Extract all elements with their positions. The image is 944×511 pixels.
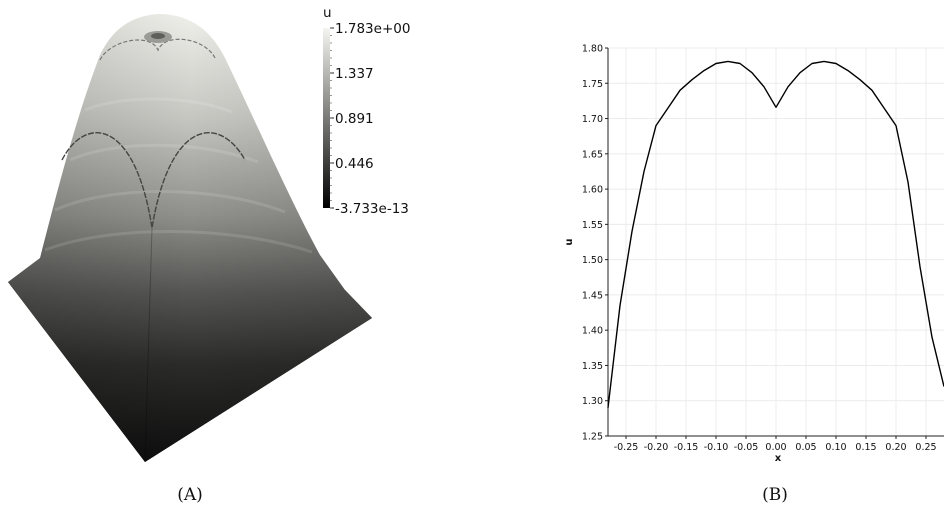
surface-contour-upper bbox=[99, 38, 216, 61]
y-axis-title: u bbox=[564, 238, 575, 245]
x-tick-label: 0.20 bbox=[885, 442, 906, 453]
series-line bbox=[607, 60, 944, 408]
x-tick-label: -0.25 bbox=[614, 442, 639, 453]
x-tick-label: 0.15 bbox=[855, 442, 876, 453]
x-tick-label: -0.15 bbox=[674, 442, 699, 453]
y-tick-label: 1.80 bbox=[582, 44, 603, 55]
y-tick-label: 1.75 bbox=[582, 79, 603, 90]
surface-top-dimple-center bbox=[151, 33, 165, 39]
series bbox=[607, 60, 944, 408]
x-tick-label: -0.05 bbox=[734, 442, 759, 453]
colorbar-tick-label: 0.446 bbox=[335, 156, 374, 172]
y-tick-label: 1.50 bbox=[582, 255, 603, 266]
colorbar-gradient bbox=[323, 28, 330, 208]
y-tick-label: 1.65 bbox=[582, 149, 603, 160]
surface-shading bbox=[8, 14, 372, 462]
panel-a: u 1.783e+00 1.337 0.891 0.446 -3.733e-13 (A) bbox=[8, 5, 410, 505]
y-tick-label: 1.45 bbox=[582, 290, 603, 301]
y-tick-label: 1.25 bbox=[582, 432, 603, 443]
y-tick-labels: 1.25 1.30 1.35 1.40 1.45 1.50 1.55 1.60 1.65 1.70… bbox=[582, 44, 608, 443]
colorbar-tick-label: 1.337 bbox=[335, 66, 374, 82]
x-tick-labels: -0.25 -0.20 -0.15 -0.10 -0.05 0.00 0.05 0.10 0.1… bbox=[614, 436, 937, 453]
x-tick-label: -0.20 bbox=[644, 442, 669, 453]
y-tick-label: 1.35 bbox=[582, 361, 603, 372]
x-tick-label: 0.10 bbox=[825, 442, 846, 453]
colorbar-tick-label: 1.783e+00 bbox=[335, 21, 410, 37]
x-tick-label: 0.00 bbox=[765, 442, 786, 453]
x-axis-title: x bbox=[775, 453, 782, 464]
caption-a: (A) bbox=[177, 485, 203, 505]
panel-b: -0.25 -0.20 -0.15 -0.10 -0.05 0.00 0.05 0.10 0.1… bbox=[564, 44, 944, 505]
x-tick-label: 0.25 bbox=[915, 442, 936, 453]
caption-b: (B) bbox=[762, 485, 788, 505]
surface-contour-lower bbox=[61, 132, 246, 229]
x-tick-label: 0.05 bbox=[795, 442, 816, 453]
colorbar-tick-label: 0.891 bbox=[335, 111, 374, 127]
colorbar-title: u bbox=[323, 5, 332, 21]
y-tick-label: 1.40 bbox=[582, 326, 603, 337]
y-tick-label: 1.55 bbox=[582, 220, 603, 231]
colorbar-ticks: 1.783e+00 1.337 0.891 0.446 -3.733e-13 bbox=[330, 21, 410, 217]
y-tick-label: 1.60 bbox=[582, 185, 603, 196]
colorbar-tick-label: -3.733e-13 bbox=[335, 201, 409, 217]
surface-ridge-line bbox=[144, 227, 153, 463]
colorbar: u 1.783e+00 1.337 0.891 0.446 -3.733e-13 bbox=[323, 5, 410, 217]
surface-contour-bands bbox=[44, 97, 313, 254]
y-tick-label: 1.70 bbox=[582, 114, 603, 125]
y-tick-label: 1.30 bbox=[582, 396, 603, 407]
grid bbox=[608, 47, 944, 437]
x-tick-label: -0.10 bbox=[704, 442, 729, 453]
